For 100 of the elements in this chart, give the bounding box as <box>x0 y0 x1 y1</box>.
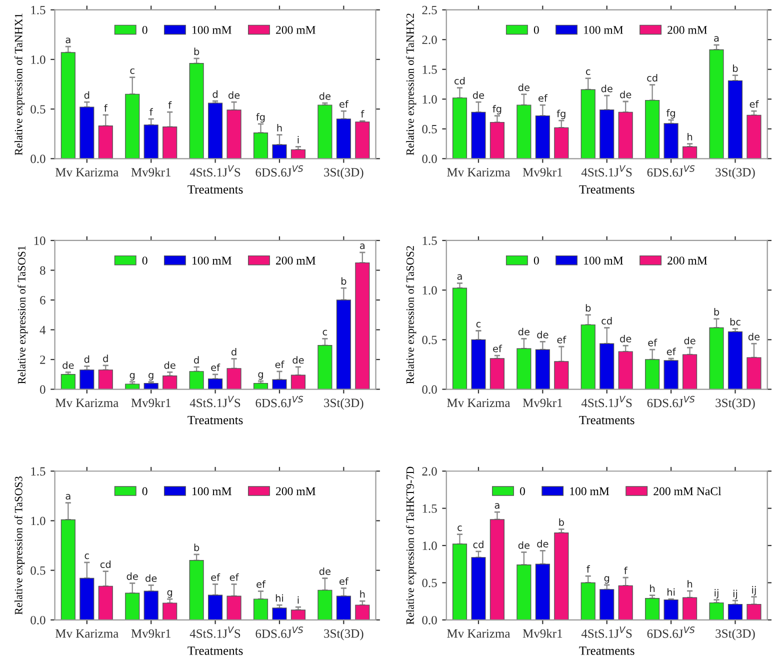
bar <box>554 361 569 390</box>
data-label: h <box>277 124 282 132</box>
bar <box>709 49 724 159</box>
x-tick-label: Mv Karizma <box>447 168 510 176</box>
data-label: de <box>518 84 530 92</box>
y-tick-label: 1.0 <box>422 542 437 550</box>
y-tick-label: 10 <box>34 236 46 245</box>
data-label: i <box>298 596 299 604</box>
y-tick-label: 2.0 <box>422 467 437 476</box>
data-label: cd <box>454 77 465 85</box>
bar <box>125 94 140 159</box>
x-tick-label: 6DS.6J$^{VS}$ <box>647 165 695 177</box>
legend-label: 0 <box>142 256 148 265</box>
data-label: c <box>458 526 462 532</box>
bar <box>125 592 140 620</box>
y-tick-label: 8 <box>40 266 46 275</box>
data-label: ij <box>733 590 738 600</box>
y-tick-label: 0.5 <box>422 578 437 588</box>
x-axis-title: Treatments <box>188 646 243 655</box>
bar <box>226 110 242 159</box>
bar <box>253 382 268 390</box>
y-tick-label: 0.5 <box>422 124 437 134</box>
data-label: f <box>624 566 628 574</box>
x-tick-label: 4StS.1J$^{V}$S <box>581 396 632 408</box>
data-label: ef <box>340 100 349 108</box>
data-label: ef <box>275 360 284 368</box>
bar <box>336 300 351 390</box>
legend-label: 100 mM <box>192 256 232 265</box>
data-label: h <box>650 584 655 592</box>
bar <box>709 602 724 620</box>
x-tick-label: 3St(3D) <box>324 398 364 410</box>
bar <box>144 382 158 390</box>
data-label: g <box>258 372 263 380</box>
bar <box>554 532 569 620</box>
legend-label: 0 <box>534 26 539 34</box>
bar <box>253 598 268 620</box>
bar <box>272 379 287 390</box>
data-label: g <box>130 372 135 380</box>
legend-label: 0 <box>142 487 148 496</box>
bar <box>618 112 633 159</box>
bar <box>355 122 370 159</box>
x-tick-label: 6DS.6J$^{VS}$ <box>256 165 304 177</box>
bar <box>452 544 468 620</box>
bar <box>290 610 306 620</box>
y-tick-label: 0.0 <box>30 616 46 624</box>
x-tick-label: 4StS.1J$^{V}$S <box>190 396 240 408</box>
data-label: d <box>103 354 108 362</box>
data-label: h <box>688 580 692 588</box>
y-tick-label: 0.0 <box>422 385 437 394</box>
x-tick-label: 3St(3D) <box>324 628 364 640</box>
bar <box>189 63 204 159</box>
bar <box>490 519 505 620</box>
data-label: i <box>298 136 299 144</box>
bar <box>272 608 287 620</box>
bar <box>98 370 113 390</box>
bar <box>471 339 486 390</box>
y-tick-label: 1.5 <box>422 236 437 245</box>
data-label: ef <box>493 344 502 352</box>
bar <box>516 348 532 390</box>
bar <box>226 368 242 390</box>
data-label: ef <box>648 338 658 346</box>
bar <box>318 345 332 390</box>
data-label: fg <box>256 113 265 123</box>
data-label: a <box>714 36 719 42</box>
bar <box>490 358 505 390</box>
y-tick-label: 0 <box>40 385 46 394</box>
x-tick-label: Mv9kr1 <box>131 168 170 176</box>
data-label: de <box>164 361 176 369</box>
bar <box>318 104 332 159</box>
legend-label: 100 mM <box>570 487 610 496</box>
x-axis-title: Treatments <box>579 185 634 194</box>
bar <box>600 343 614 390</box>
y-tick-label: 0.0 <box>422 616 437 624</box>
bar <box>645 598 660 620</box>
x-axis-title: Treatments <box>188 185 243 194</box>
data-label: fg <box>492 104 502 114</box>
data-label: a <box>66 38 70 44</box>
data-label: b <box>714 308 720 316</box>
data-label: d <box>212 90 218 98</box>
x-tick-label: 4StS.1J$^{V}$S <box>190 165 240 177</box>
data-label: h <box>688 132 692 140</box>
x-tick-label: 3St(3D) <box>716 168 755 180</box>
y-tick-label: 6 <box>40 296 46 304</box>
data-label: f <box>104 104 108 112</box>
bar <box>60 374 76 390</box>
data-label: cd <box>647 74 658 82</box>
data-label: ef <box>211 364 220 372</box>
x-tick-label: Mv9kr1 <box>522 168 562 176</box>
data-label: c <box>130 68 134 74</box>
bar <box>452 98 468 159</box>
bar <box>144 124 158 159</box>
x-tick-label: Mv Karizma <box>56 629 118 638</box>
bar <box>490 122 505 159</box>
legend-label: 100 mM <box>584 26 624 34</box>
x-axis-title: Treatments <box>579 416 634 424</box>
bar <box>162 376 178 390</box>
x-tick-label: Mv9kr1 <box>131 628 170 638</box>
data-label: de <box>472 91 484 99</box>
y-axis-title: Relative expression of TaHKT9-7D <box>406 466 416 624</box>
x-tick-label: Mv9kr1 <box>131 398 170 408</box>
